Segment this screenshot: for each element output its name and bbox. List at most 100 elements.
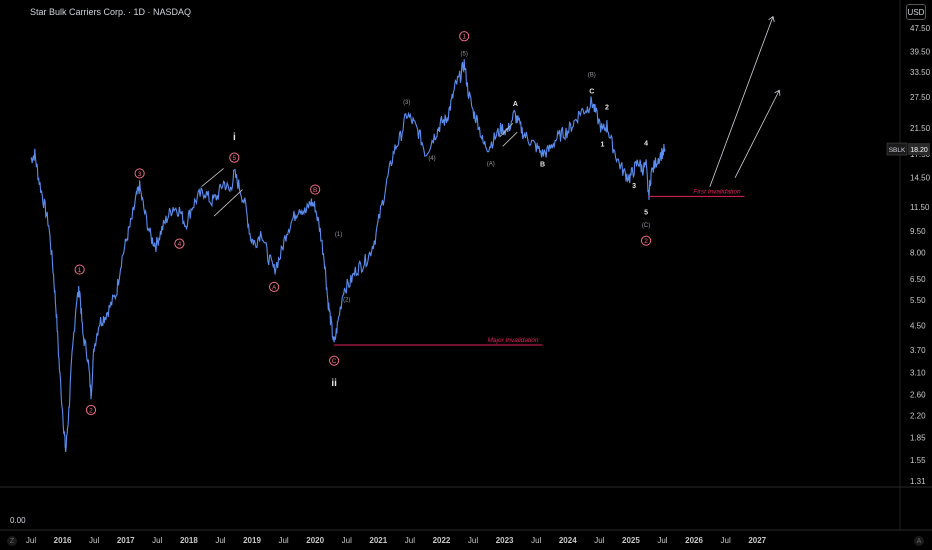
- x-tick-label-20: Jul: [657, 536, 667, 545]
- x-tick-label-6: Jul: [215, 536, 225, 545]
- currency-button[interactable]: USD: [906, 4, 926, 20]
- projection-arrow-0: [709, 17, 773, 187]
- last-price-tag: [908, 143, 930, 156]
- x-tick-label-9: 2020: [306, 536, 324, 545]
- wave-circle-8: [329, 355, 340, 366]
- wave-label-20: C: [589, 88, 594, 95]
- y-tick-label-6: 14.50: [910, 174, 931, 183]
- wave-label-16: (A): [487, 161, 495, 167]
- y-tick-label-11: 5.50: [910, 296, 926, 305]
- projection-arrow-1: [734, 90, 779, 178]
- wave-label-10: (1): [335, 232, 342, 238]
- last-price-label: 18.20: [910, 147, 928, 154]
- wave-circle-27: [640, 235, 652, 246]
- y-tick-label-9: 8.00: [910, 249, 926, 258]
- x-tick-label-11: 2021: [369, 536, 387, 545]
- wave-label-4: 5: [233, 155, 237, 162]
- channel-1-upper: [499, 123, 514, 138]
- auto-scale-icon[interactable]: A: [914, 536, 924, 546]
- wave-circle-3: [174, 238, 185, 249]
- wave-circle-15: [459, 31, 470, 42]
- x-tick-label-0: Jul: [26, 536, 36, 545]
- x-tick-label-13: 2022: [433, 536, 451, 545]
- x-tick-label-22: Jul: [721, 536, 731, 545]
- y-tick-label-0: 47.50: [910, 24, 931, 33]
- channel-0-upper: [201, 168, 224, 188]
- wave-label-26: (C): [642, 223, 650, 229]
- wave-label-17: A: [513, 101, 518, 108]
- y-tick-label-19: 1.31: [910, 477, 926, 486]
- wave-label-12: (3): [403, 100, 410, 106]
- wave-label-9: ii: [331, 378, 337, 389]
- y-tick-label-4: 21.50: [910, 124, 931, 133]
- x-tick-label-12: Jul: [405, 536, 415, 545]
- x-tick-label-2: Jul: [89, 536, 99, 545]
- x-tick-label-23: 2027: [748, 536, 766, 545]
- wave-label-8: C: [332, 358, 337, 365]
- wave-label-13: (4): [428, 156, 435, 162]
- wave-label-6: A: [272, 284, 277, 291]
- bottom-pane-value: 0.00: [10, 516, 26, 525]
- y-tick-label-18: 1.55: [910, 456, 926, 465]
- y-tick-label-16: 2.20: [910, 412, 926, 421]
- channel-0-lower: [213, 189, 243, 217]
- y-tick-label-15: 2.60: [910, 391, 926, 400]
- wave-label-25: 5: [644, 209, 648, 216]
- x-tick-label-10: Jul: [342, 536, 352, 545]
- invalidation-label-1: First Invalidation: [693, 188, 741, 195]
- goto-date-icon[interactable]: Z: [7, 536, 17, 546]
- y-tick-label-3: 27.50: [910, 93, 931, 102]
- wave-label-24: 4: [644, 140, 648, 147]
- wave-circle-6: [269, 281, 280, 293]
- wave-label-27: 2: [644, 238, 648, 245]
- x-tick-label-8: Jul: [278, 536, 288, 545]
- symbol-tag-label: SBLK: [889, 147, 906, 154]
- wave-label-3: 4: [178, 241, 182, 248]
- wave-label-0: 1: [78, 267, 82, 274]
- wave-circle-0: [74, 264, 85, 275]
- wave-label-21: 1: [601, 142, 605, 149]
- wave-circle-1: [85, 404, 97, 416]
- wave-label-18: B: [540, 162, 545, 169]
- wave-label-22: 2: [605, 104, 609, 111]
- y-tick-label-1: 39.50: [910, 47, 931, 56]
- y-tick-label-10: 6.50: [910, 275, 926, 284]
- y-tick-label-2: 33.50: [910, 68, 931, 77]
- chart-title: Star Bulk Carriers Corp. · 1D · NASDAQ: [30, 7, 192, 17]
- wave-label-7: B: [313, 187, 317, 194]
- x-tick-label-16: Jul: [531, 536, 541, 545]
- wave-label-5: i: [233, 132, 236, 143]
- symbol-tag: [886, 142, 908, 156]
- y-tick-label-7: 11.50: [910, 203, 930, 212]
- x-tick-label-4: Jul: [152, 536, 162, 545]
- y-tick-label-13: 3.70: [910, 346, 926, 355]
- wave-circle-7: [310, 184, 321, 195]
- wave-label-15: 1: [462, 34, 466, 41]
- wave-label-11: (2): [343, 297, 350, 303]
- x-tick-label-18: Jul: [594, 536, 604, 545]
- x-tick-label-5: 2018: [180, 536, 198, 545]
- x-tick-label-3: 2017: [117, 536, 135, 545]
- y-tick-label-17: 1.85: [910, 433, 926, 442]
- wave-circle-2: [134, 168, 145, 179]
- wave-circle-4: [229, 152, 240, 163]
- invalidation-label-0: Major Invalidation: [488, 337, 539, 344]
- y-tick-label-14: 3.10: [910, 368, 926, 377]
- wave-label-2: 3: [138, 171, 142, 178]
- wave-label-23: 3: [632, 183, 636, 190]
- x-tick-label-1: 2016: [54, 536, 72, 545]
- x-tick-label-21: 2026: [685, 536, 703, 545]
- price-line: [30, 59, 666, 452]
- wave-label-19: (B): [588, 72, 596, 78]
- x-tick-label-15: 2023: [496, 536, 514, 545]
- x-tick-label-7: 2019: [243, 536, 261, 545]
- wave-label-14: (5): [461, 51, 468, 57]
- x-tick-label-14: Jul: [468, 536, 478, 545]
- y-tick-label-8: 9.50: [910, 227, 926, 236]
- x-tick-label-19: 2025: [622, 536, 640, 545]
- channel-1-lower: [502, 131, 518, 147]
- x-tick-label-17: 2024: [559, 536, 577, 545]
- y-tick-label-12: 4.50: [910, 321, 926, 330]
- wave-label-1: 2: [89, 407, 93, 414]
